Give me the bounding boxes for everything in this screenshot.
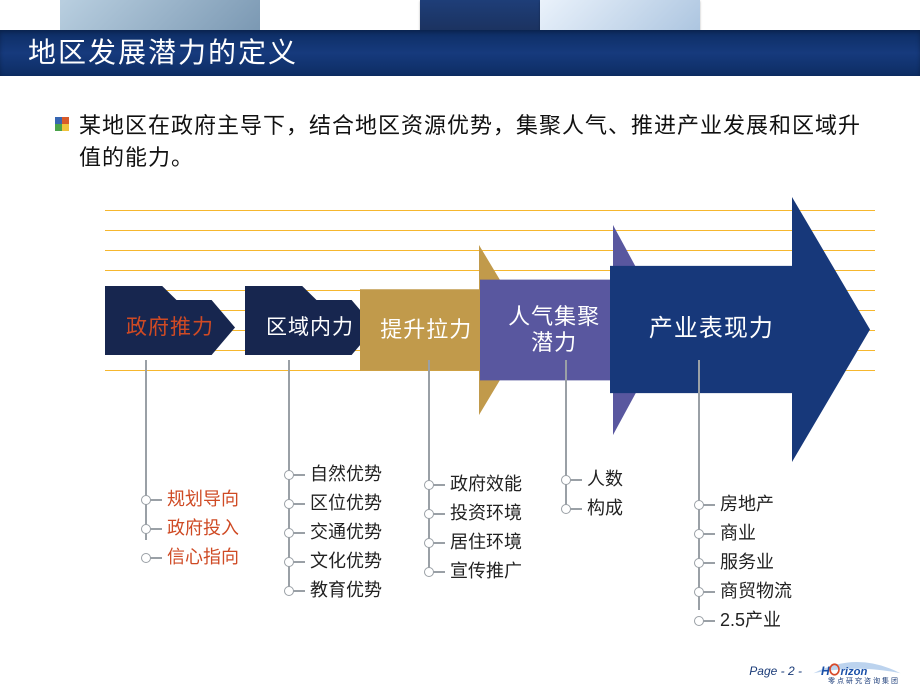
detail-item: 居住环境 [428, 528, 522, 557]
header-band: 地区发展潜力的定义 [0, 0, 920, 86]
logo: H rizon 零点研究咨询集团 [812, 658, 902, 684]
detail-column-lift: 政府效能投资环境居住环境宣传推广 [428, 370, 522, 586]
detail-item: 服务业 [698, 548, 792, 577]
arrow-gov: 政府推力 [105, 300, 235, 355]
detail-item: 教育优势 [288, 576, 382, 605]
slide-title: 地区发展潜力的定义 [0, 30, 920, 76]
description-text: 某地区在政府主导下，结合地区资源优势，集聚人气、推进产业发展和区域升值的能力。 [79, 110, 875, 174]
detail-column-gov: 规划导向政府投入信心指向 [145, 370, 239, 572]
detail-column-ind: 房地产商业服务业商贸物流2.5产业 [698, 370, 792, 635]
bullet-icon [55, 117, 69, 131]
description-row: 某地区在政府主导下，结合地区资源优势，集聚人气、推进产业发展和区域升值的能力。 [55, 110, 875, 174]
detail-item: 规划导向 [145, 485, 239, 514]
detail-item: 商贸物流 [698, 577, 792, 606]
detail-item: 房地产 [698, 490, 792, 519]
detail-item: 区位优势 [288, 489, 382, 518]
detail-item: 交通优势 [288, 518, 382, 547]
page-indicator: Page - 2 - [749, 664, 802, 678]
detail-item: 构成 [565, 494, 623, 523]
detail-item: 信心指向 [145, 543, 239, 572]
detail-column-region: 自然优势区位优势交通优势文化优势教育优势 [288, 370, 382, 605]
detail-item: 宣传推广 [428, 557, 522, 586]
detail-item: 商业 [698, 519, 792, 548]
detail-item: 政府效能 [428, 470, 522, 499]
detail-column-pop: 人数构成 [565, 370, 623, 523]
detail-item: 人数 [565, 465, 623, 494]
detail-item: 2.5产业 [698, 606, 792, 635]
logo-subtitle: 零点研究咨询集团 [828, 676, 900, 686]
arrow-region: 区域内力 [245, 300, 375, 355]
detail-item: 文化优势 [288, 547, 382, 576]
detail-item: 政府投入 [145, 514, 239, 543]
detail-item: 投资环境 [428, 499, 522, 528]
flow-diagram: 政府推力区域内力提升拉力人气集聚潜力产业表现力规划导向政府投入信心指向自然优势区… [65, 195, 875, 655]
footer: Page - 2 - H rizon 零点研究咨询集团 [749, 658, 902, 684]
detail-item: 自然优势 [288, 460, 382, 489]
